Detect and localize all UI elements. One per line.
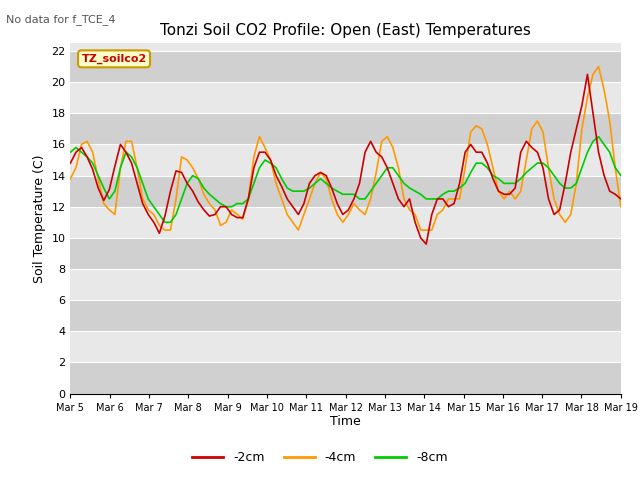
Bar — [70, 331, 621, 362]
Bar — [70, 176, 621, 207]
Bar — [70, 51, 621, 82]
Bar — [70, 113, 621, 144]
Legend: -2cm, -4cm, -8cm: -2cm, -4cm, -8cm — [187, 446, 453, 469]
Text: No data for f_TCE_4: No data for f_TCE_4 — [6, 14, 116, 25]
Y-axis label: Soil Temperature (C): Soil Temperature (C) — [33, 154, 45, 283]
Bar — [70, 207, 621, 238]
Bar — [70, 269, 621, 300]
Bar — [70, 238, 621, 269]
Title: Tonzi Soil CO2 Profile: Open (East) Temperatures: Tonzi Soil CO2 Profile: Open (East) Temp… — [160, 23, 531, 38]
Bar — [70, 300, 621, 331]
X-axis label: Time: Time — [330, 415, 361, 429]
Bar — [70, 144, 621, 176]
Bar — [70, 82, 621, 113]
Text: TZ_soilco2: TZ_soilco2 — [81, 54, 147, 64]
Bar — [70, 362, 621, 394]
